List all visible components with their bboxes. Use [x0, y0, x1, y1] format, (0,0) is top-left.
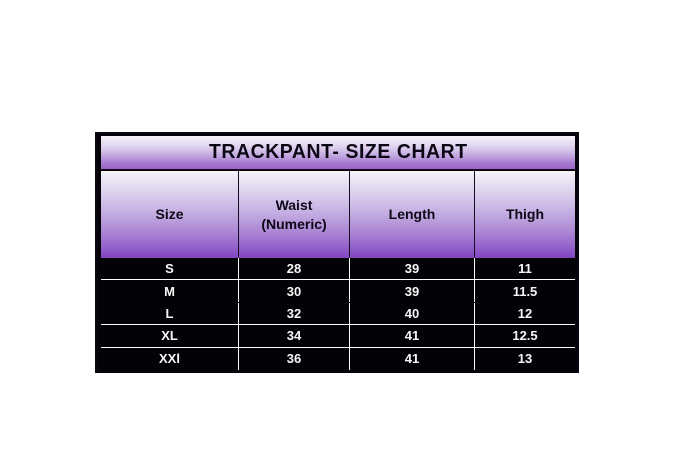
table-row: XL 34 41 12.5 — [101, 325, 575, 348]
table-row: XXl 36 41 13 — [101, 347, 575, 370]
cell-waist: 30 — [239, 280, 350, 302]
table-row: S 28 39 11 — [101, 258, 575, 281]
cell-waist: 36 — [239, 347, 350, 370]
cell-length: 39 — [350, 258, 475, 280]
cell-size: XXl — [101, 347, 239, 370]
table-body: S 28 39 11 M 30 39 11.5 L 32 40 12 XL 34… — [101, 258, 575, 370]
cell-thigh: 13 — [517, 351, 533, 367]
column-header-size: Size — [101, 171, 239, 258]
column-header-waist: Waist (Numeric) — [239, 171, 350, 258]
cell-waist: 32 — [239, 302, 350, 325]
size-chart-table: TRACKPANT- SIZE CHART Size Waist (Numeri… — [95, 132, 579, 373]
cell-length: 40 — [350, 302, 475, 325]
table-header-row: Size Waist (Numeric) Length Thigh — [101, 171, 575, 258]
cell-thigh: 11 — [518, 261, 532, 277]
column-header-waist-line2: (Numeric) — [261, 215, 327, 232]
cell-waist: 28 — [239, 258, 350, 280]
cell-waist: 34 — [239, 325, 350, 347]
column-header-waist-line1: Waist — [275, 196, 313, 213]
cell-length: 39 — [350, 280, 475, 302]
column-header-size-line1: Size — [155, 206, 184, 223]
chart-title: TRACKPANT- SIZE CHART — [208, 141, 468, 163]
column-header-thigh: Thigh — [475, 171, 575, 258]
cell-thigh: 12 — [517, 305, 533, 321]
column-header-thigh-line1: Thigh — [505, 206, 545, 223]
cell-thigh: 11.5 — [512, 283, 538, 299]
column-header-length: Length — [350, 171, 475, 258]
cell-length: 41 — [350, 347, 475, 370]
chart-title-band: TRACKPANT- SIZE CHART — [101, 136, 575, 170]
table-row: L 32 40 12 — [101, 302, 575, 326]
cell-length: 41 — [350, 325, 475, 347]
size-chart-inner: TRACKPANT- SIZE CHART Size Waist (Numeri… — [98, 134, 577, 371]
cell-thigh: 12.5 — [512, 328, 538, 344]
cell-size: XL — [101, 325, 239, 347]
cell-size: L — [101, 302, 239, 325]
column-header-length-line1: Length — [388, 206, 436, 223]
cell-size: S — [101, 258, 239, 280]
table-row: M 30 39 11.5 — [101, 280, 575, 303]
cell-size: M — [101, 280, 239, 302]
